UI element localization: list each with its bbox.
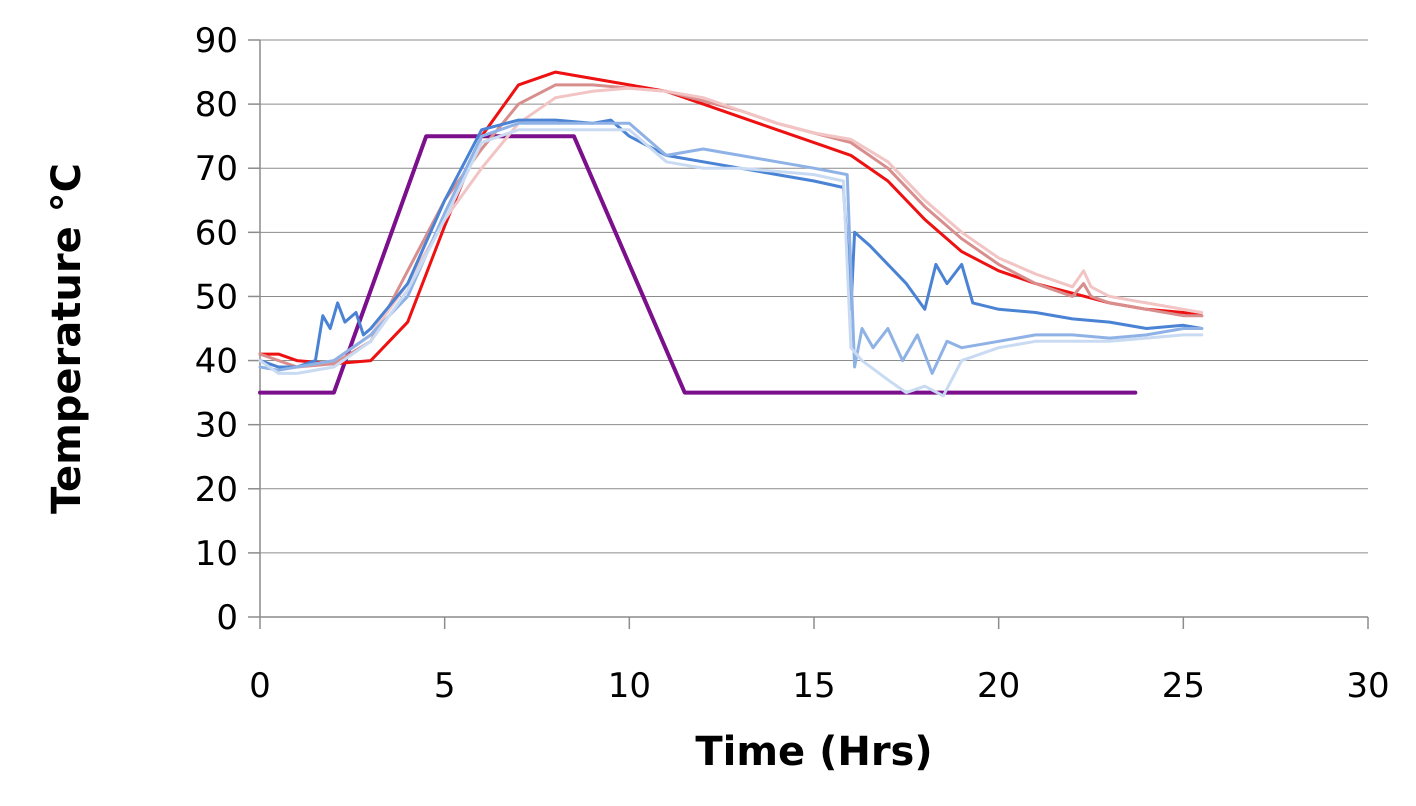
x-tick-label: 5 — [434, 666, 456, 706]
series-line-4 — [258, 86, 1204, 369]
x-tick-label: 0 — [249, 666, 271, 706]
x-tick-label: 30 — [1346, 666, 1389, 706]
y-tick-label: 60 — [195, 213, 238, 253]
y-tick-label: 10 — [195, 534, 238, 574]
y-tick-label: 90 — [195, 21, 238, 61]
tick-labels: 0 10 20 30 40 50 60 70 80 90 0 5 10 15 20 25 30 — [195, 21, 1390, 706]
series-line-5 — [258, 118, 1204, 369]
y-tick-label: 50 — [195, 277, 238, 317]
x-tick-label: 25 — [1162, 666, 1205, 706]
x-tick-label: 15 — [792, 666, 835, 706]
y-tick-label: 20 — [195, 470, 238, 510]
series-line-2 — [258, 70, 1204, 366]
y-axis-title: Temperature °C — [44, 163, 90, 514]
y-tick-label: 80 — [195, 85, 238, 125]
series-line-7 — [258, 128, 1204, 398]
axes — [248, 39, 1369, 629]
x-tick-label: 10 — [608, 666, 651, 706]
x-axis-title: Time (Hrs) — [695, 729, 932, 775]
y-tick-label: 30 — [195, 406, 238, 446]
y-tick-label: 70 — [195, 149, 238, 189]
x-tick-label: 20 — [977, 666, 1020, 706]
gridlines — [260, 39, 1368, 554]
y-tick-label: 0 — [216, 598, 238, 638]
series-line-1 — [258, 134, 1138, 395]
series-group — [258, 70, 1204, 398]
series-line-6 — [258, 121, 1204, 375]
series-line-3 — [258, 83, 1204, 369]
y-tick-label: 40 — [195, 342, 238, 382]
